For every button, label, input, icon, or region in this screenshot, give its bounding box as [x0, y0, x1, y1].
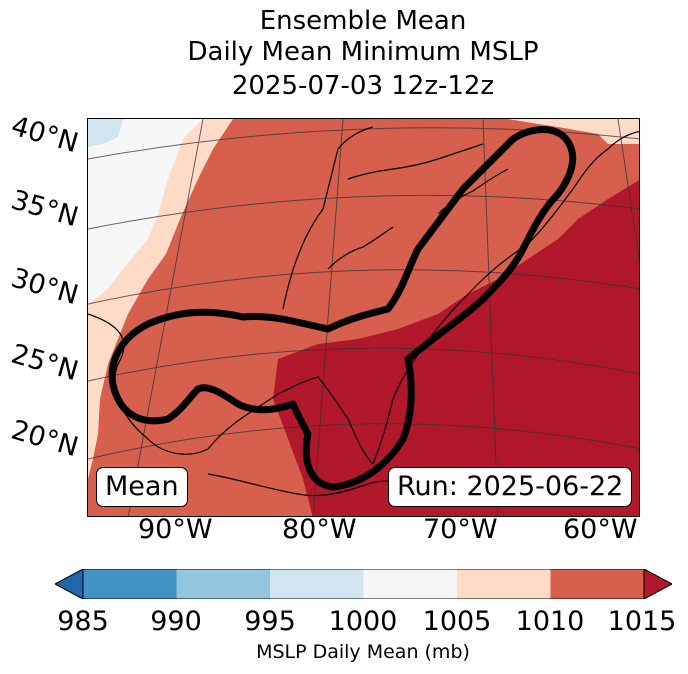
colorbar: [53, 568, 674, 600]
title-line-3: 2025-07-03 12z-12z: [231, 71, 495, 101]
colorbar-tick-990: 990: [150, 606, 202, 637]
ensemble-outline: [108, 126, 577, 491]
colorbar-extend-high: [643, 568, 674, 600]
colorbar-segment-1010: [550, 569, 644, 599]
lon-label-70: 70°W: [423, 514, 498, 545]
mean-label-box: Mean: [96, 467, 188, 507]
lat-label-25: 25°N: [7, 338, 82, 388]
colorbar-tick-1010: 1010: [515, 606, 585, 637]
colorbar-tick-1000: 1000: [328, 606, 398, 637]
title-line-1: Ensemble Mean: [259, 6, 467, 36]
mslp-field-1000: [88, 119, 203, 304]
colorbar-label: MSLP Daily Mean (mb): [256, 641, 470, 663]
colorbar-tick-1015: 1015: [607, 606, 677, 637]
mslp-field-995: [88, 119, 123, 147]
colorbar-tick-1005: 1005: [422, 606, 492, 637]
lon-label-90: 90°W: [138, 514, 213, 545]
colorbar-tick-995: 995: [244, 606, 296, 637]
lat-label-40: 40°N: [7, 110, 82, 160]
title-line-2: Daily Mean Minimum MSLP: [187, 37, 539, 67]
colorbar-extend-low: [53, 568, 84, 600]
lat-label-30: 30°N: [7, 262, 82, 312]
colorbar-segment-995: [270, 569, 364, 599]
mslp-field-1005-ne: [448, 119, 639, 144]
colorbar-segment-985: [83, 569, 177, 599]
colorbar-tick-985: 985: [57, 606, 109, 637]
lat-label-20: 20°N: [7, 414, 82, 464]
lon-label-60: 60°W: [563, 514, 638, 545]
lon-label-80: 80°W: [282, 514, 357, 545]
map-panel: [87, 118, 640, 517]
colorbar-segment-1000: [363, 569, 457, 599]
mslp-field-1015: [273, 180, 639, 516]
colorbar-segment-1005: [457, 569, 551, 599]
lat-label-35: 35°N: [7, 184, 82, 234]
run-date-box: Run: 2025-06-22: [388, 467, 633, 507]
colorbar-segment-990: [176, 569, 270, 599]
